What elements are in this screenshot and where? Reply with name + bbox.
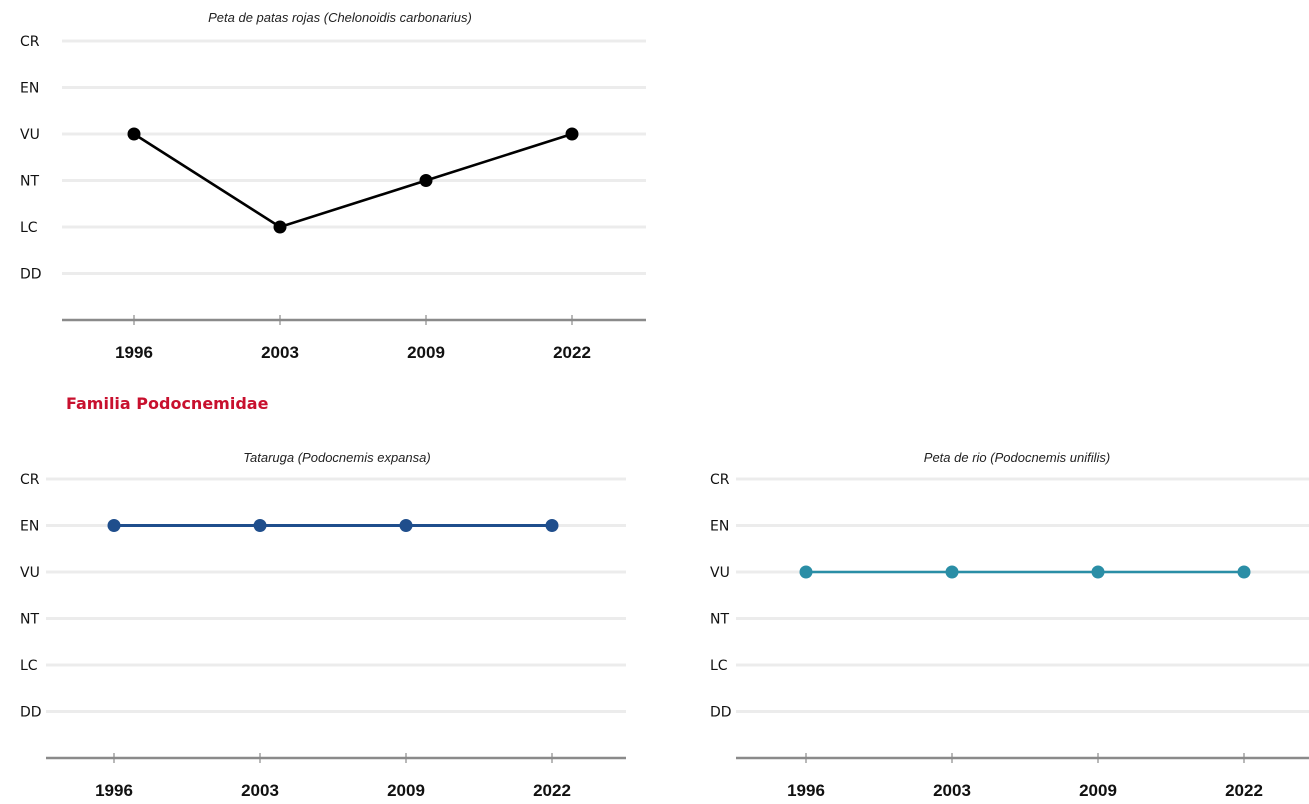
chart-peta-de-rio: Peta de rio (Podocnemis unifilis) CR EN VU N… (710, 450, 1309, 800)
x-tick-label: 2003 (933, 781, 971, 800)
data-point (1091, 565, 1105, 579)
x-tick-label: 2022 (1225, 781, 1263, 800)
data-point (545, 519, 559, 532)
y-tick-label: LC (20, 658, 38, 674)
y-tick-label: LC (20, 220, 38, 236)
series-line (133, 132, 573, 229)
y-tick-label: LC (710, 658, 728, 674)
section-heading: Familia Podocnemidae (66, 394, 269, 413)
y-tick-label: NT (20, 174, 39, 190)
y-tick-label: NT (710, 612, 729, 628)
chart-title: Tataruga (Podocnemis expansa) (243, 450, 430, 465)
y-tick-label: DD (20, 705, 42, 721)
y-tick-label: EN (20, 519, 39, 535)
y-tick-label: DD (20, 267, 42, 283)
y-tick-label: CR (20, 34, 40, 50)
chart-title: Peta de patas rojas (Chelonoidis carbona… (208, 10, 472, 25)
x-tick-label: 2003 (261, 343, 299, 362)
x-tick-label: 2022 (533, 781, 571, 800)
x-tick-label: 1996 (95, 781, 133, 800)
data-point (273, 220, 287, 234)
y-tick-label: DD (710, 705, 732, 721)
x-tick-label: 1996 (115, 343, 153, 362)
y-tick-label: NT (20, 612, 39, 628)
chart-red-footed-tortoise: Peta de patas rojas (Chelonoidis carbona… (20, 10, 646, 362)
x-tick-label: 2009 (1079, 781, 1117, 800)
data-point (799, 565, 813, 579)
x-tick-label: 2009 (407, 343, 445, 362)
y-tick-label: VU (710, 565, 730, 581)
y-tick-label: VU (20, 127, 40, 143)
y-tick-label: CR (710, 472, 730, 488)
data-point (253, 519, 267, 532)
data-point (1237, 565, 1251, 579)
data-point (399, 519, 413, 532)
x-tick-label: 1996 (787, 781, 825, 800)
data-point (419, 174, 433, 187)
x-tick-label: 2022 (553, 343, 591, 362)
y-tick-label: EN (710, 519, 729, 535)
data-point (127, 127, 141, 141)
x-tick-label: 2009 (387, 781, 425, 800)
chart-title: Peta de rio (Podocnemis unifilis) (924, 450, 1110, 465)
data-point (945, 565, 959, 579)
y-tick-label: EN (20, 81, 39, 97)
y-tick-label: CR (20, 472, 40, 488)
x-tick-label: 2003 (241, 781, 279, 800)
data-point (565, 127, 579, 141)
y-tick-label: VU (20, 565, 40, 581)
data-point (107, 519, 121, 532)
chart-tataruga: Tataruga (Podocnemis expansa) CR EN VU NT LC D… (20, 450, 626, 800)
